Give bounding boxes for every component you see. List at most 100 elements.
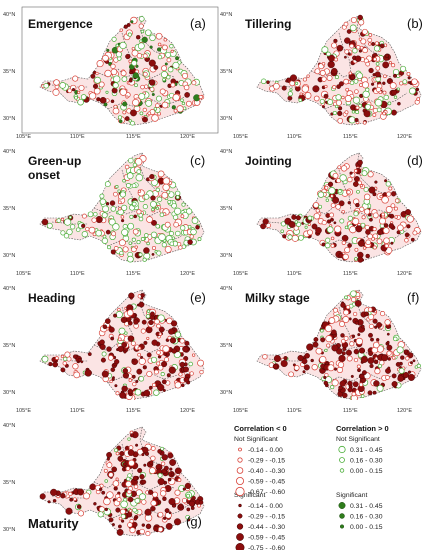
station-dot	[127, 388, 133, 395]
station-dot	[158, 326, 165, 333]
station-dot	[121, 341, 128, 348]
lat-tick-label: 35°N	[3, 343, 15, 349]
station-dot	[110, 206, 117, 212]
station-dot	[302, 77, 307, 82]
station-dot	[343, 335, 349, 341]
legend-symbol	[339, 457, 345, 463]
station-dot	[387, 101, 392, 106]
legend-item-label: 0.00 - 0.15	[350, 468, 383, 475]
station-dot	[368, 67, 374, 74]
station-dot	[153, 526, 159, 532]
legend-item-label: 0.00 - 0.15	[350, 524, 383, 531]
station-dot	[129, 70, 133, 75]
station-dot	[364, 311, 369, 317]
station-dot	[168, 328, 175, 335]
station-dot	[351, 391, 357, 397]
station-dot	[138, 23, 144, 29]
province-border	[51, 495, 88, 499]
station-dot	[352, 96, 360, 104]
legend-symbol	[339, 513, 345, 519]
map-panel-heading: Heading (e)	[28, 289, 206, 400]
station-dot	[341, 240, 346, 245]
station-dot	[100, 357, 106, 363]
station-dot	[171, 236, 176, 240]
station-dot	[336, 44, 344, 52]
station-dot	[351, 297, 357, 303]
station-dot	[363, 193, 371, 201]
station-dot	[292, 363, 296, 367]
station-dot	[373, 380, 380, 387]
station-dot	[406, 215, 414, 223]
station-dot	[307, 222, 311, 227]
station-dot	[115, 185, 119, 189]
station-dot	[155, 103, 160, 108]
station-dot	[119, 391, 127, 399]
station-dot	[343, 78, 349, 85]
station-dot	[156, 361, 161, 366]
station-dot	[149, 34, 156, 42]
station-dot	[101, 212, 108, 219]
station-dot	[306, 343, 314, 351]
station-dot	[344, 49, 350, 55]
station-dot	[185, 208, 193, 215]
lat-tick-label: 40°N	[3, 423, 15, 429]
station-dot	[127, 449, 135, 457]
station-dot	[313, 212, 321, 220]
station-dot	[129, 214, 134, 219]
station-dot	[120, 316, 128, 324]
lon-tick-label: 110°E	[70, 408, 85, 414]
station-dot	[157, 42, 162, 47]
station-dot	[146, 309, 151, 313]
station-dot	[290, 74, 298, 82]
station-dot	[344, 246, 351, 254]
station-dot	[120, 519, 125, 523]
station-dot	[368, 351, 374, 357]
legend-item-label: 0.31 - 0.45	[350, 447, 383, 454]
station-dot	[338, 200, 345, 207]
station-dot	[131, 60, 138, 67]
station-dot	[46, 222, 53, 229]
station-dot	[190, 228, 197, 236]
station-dot	[344, 110, 349, 115]
station-dot	[108, 472, 114, 478]
station-dot	[321, 46, 329, 54]
station-dot	[262, 354, 268, 360]
panel-frame	[21, 6, 219, 134]
station-dot	[63, 218, 72, 226]
station-dot	[168, 366, 176, 374]
station-dot	[170, 82, 176, 88]
station-dot	[388, 223, 395, 229]
station-dot	[327, 60, 335, 69]
station-dot	[140, 355, 144, 359]
station-dot	[130, 296, 133, 300]
station-dot	[145, 29, 152, 36]
station-dot	[335, 104, 339, 109]
station-dot	[324, 84, 328, 89]
station-dot	[355, 225, 363, 233]
station-dot	[381, 196, 389, 204]
station-dot	[68, 215, 72, 219]
station-dot	[353, 181, 359, 187]
station-dot	[362, 47, 369, 54]
station-dot	[388, 186, 393, 191]
legend-symbol	[236, 467, 244, 474]
station-dot	[104, 69, 112, 78]
station-dot	[367, 233, 373, 240]
station-dot	[337, 110, 343, 117]
station-dot	[336, 366, 344, 374]
station-dot	[98, 81, 105, 88]
station-dot	[52, 88, 60, 96]
station-dot	[379, 43, 385, 49]
station-dot	[382, 111, 386, 116]
station-dot	[155, 224, 160, 229]
lon-tick-label: 120°E	[397, 408, 412, 414]
station-dot	[41, 218, 49, 226]
station-dot	[344, 55, 347, 59]
station-dot	[326, 51, 331, 57]
station-dot	[397, 224, 404, 232]
lon-tick-label: 105°E	[233, 134, 248, 140]
station-dot	[50, 488, 58, 497]
station-dot	[332, 172, 339, 179]
station-dot	[150, 195, 156, 201]
station-dot	[126, 309, 134, 317]
